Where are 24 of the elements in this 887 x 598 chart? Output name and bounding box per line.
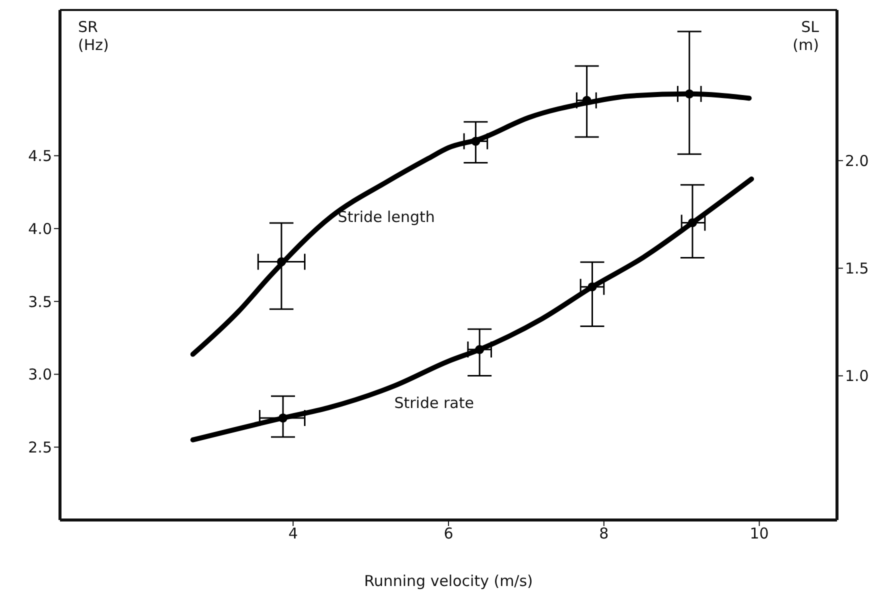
y2-tick-label: 1.5 bbox=[845, 260, 869, 278]
x-axis-title: Running velocity (m/s) bbox=[364, 572, 533, 590]
y2-axis-title: SL (m) bbox=[792, 18, 820, 54]
point bbox=[278, 413, 288, 423]
point bbox=[684, 89, 694, 98]
y-tick-label: 3.0 bbox=[28, 366, 52, 384]
y-tick-label: 4.0 bbox=[28, 220, 52, 238]
point bbox=[475, 345, 484, 354]
y2-tick-label: 1.0 bbox=[845, 367, 869, 386]
y-axis-title: SR (Hz) bbox=[78, 18, 109, 54]
x-tick-label: 6 bbox=[444, 524, 454, 543]
point bbox=[276, 257, 286, 266]
y-tick-label: 2.5 bbox=[28, 438, 52, 456]
x-tick-label: 4 bbox=[288, 524, 298, 543]
series-label: Stride length bbox=[338, 208, 435, 226]
y2-tick-label: 2.0 bbox=[845, 152, 869, 170]
x-tick-label: 8 bbox=[599, 524, 609, 543]
series-label: Stride rate bbox=[394, 394, 474, 412]
x-tick-label: 10 bbox=[750, 524, 769, 543]
point bbox=[471, 136, 480, 146]
y-tick-label: 3.5 bbox=[28, 292, 52, 311]
point bbox=[588, 282, 597, 292]
y-tick-label: 4.5 bbox=[28, 147, 52, 166]
point bbox=[688, 218, 697, 228]
